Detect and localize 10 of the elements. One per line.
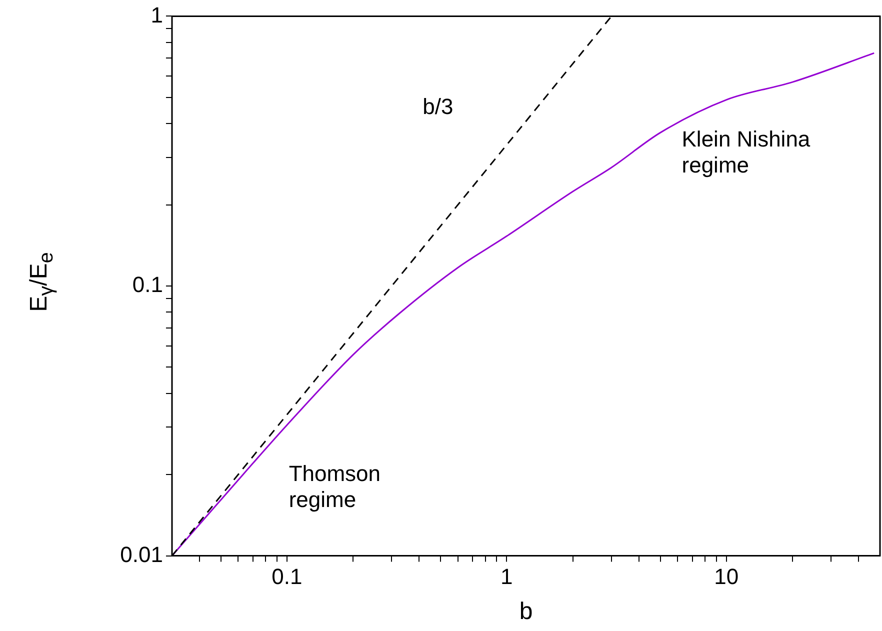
x-tick-label: 0.1 (272, 564, 302, 590)
y-tick-label: 0.01 (120, 542, 163, 567)
annotation: b/3 (422, 94, 454, 120)
x-tick-label: 1 (500, 564, 513, 590)
y-tick-label: 1 (150, 2, 163, 28)
y-tick-label: 0.1 (132, 272, 163, 298)
x-tick-label: 10 (714, 564, 739, 590)
annotation: Thomson regime (288, 461, 381, 512)
annotation: Klein Nishina regime (682, 126, 811, 178)
x-axis-title: b (519, 598, 533, 626)
